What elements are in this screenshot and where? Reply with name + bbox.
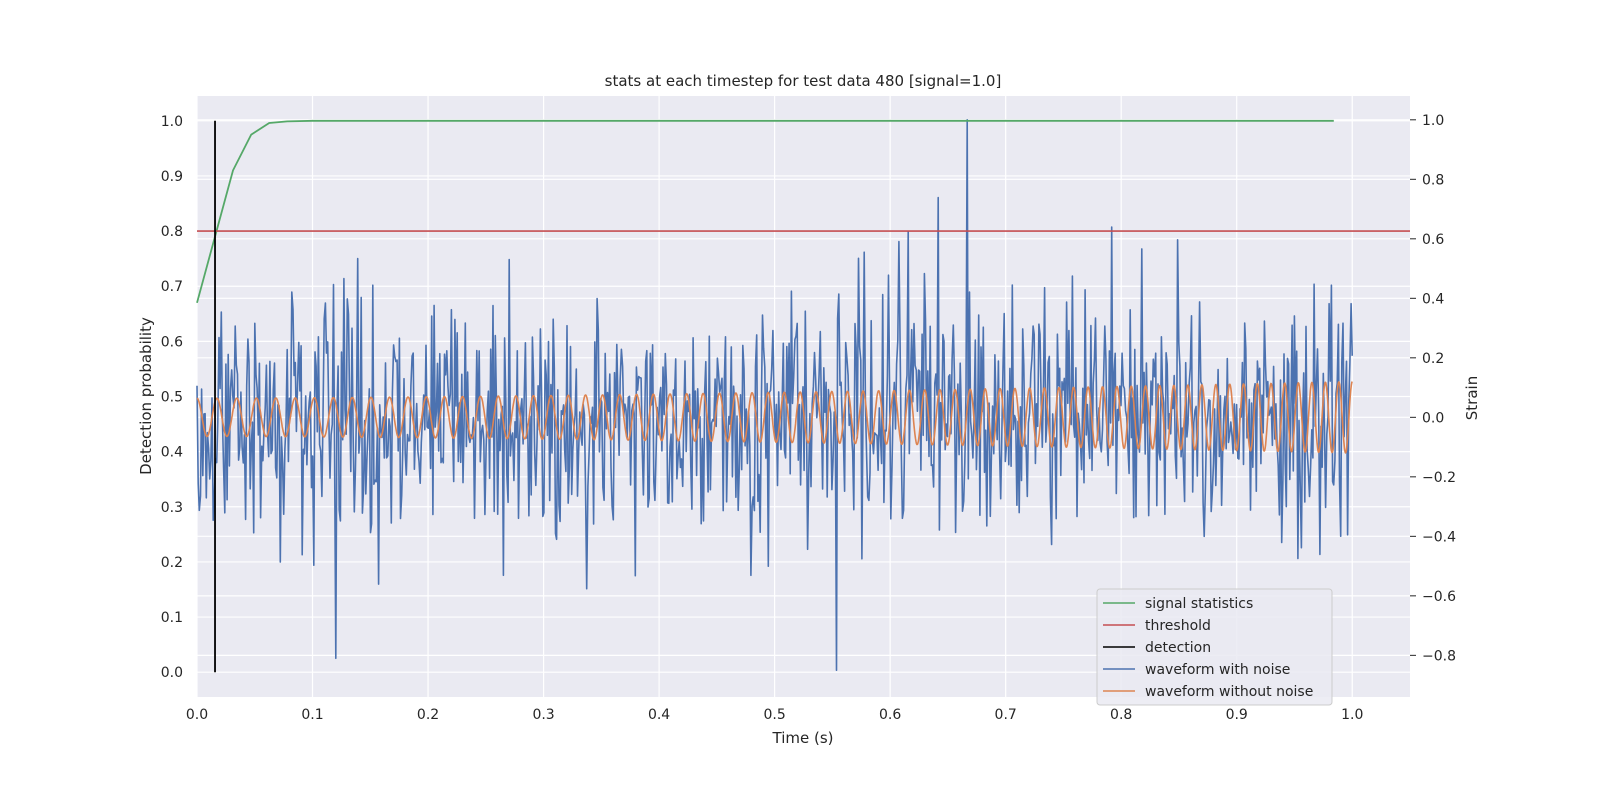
y-tick-label-0: 0.0 xyxy=(161,665,183,681)
y-tick-label-8: 0.8 xyxy=(161,224,183,240)
x-tick-label-8: 0.8 xyxy=(1110,707,1132,723)
y-tick-label-9: 0.9 xyxy=(161,169,183,185)
y-tick-label-5: 0.5 xyxy=(161,390,183,406)
y-tick-label-1: 0.1 xyxy=(161,610,183,626)
y-right-tick-label-9: 1.0 xyxy=(1422,113,1444,129)
y-tick-label-2: 0.2 xyxy=(161,555,183,571)
y-tick-label-7: 0.7 xyxy=(161,279,183,295)
x-tick-labels: 0.0 0.1 0.2 0.3 0.4 0.5 0.6 0.7 0.8 0.9 1.0 xyxy=(186,707,1364,723)
legend-label-waveform-with-noise: waveform with noise xyxy=(1145,662,1290,678)
y-right-tick-label-0: −0.8 xyxy=(1422,648,1456,664)
y-right-tick-label-5: 0.2 xyxy=(1422,351,1444,367)
x-tick-label-5: 0.5 xyxy=(763,707,785,723)
y-tick-labels: 0.0 0.1 0.2 0.3 0.4 0.5 0.6 0.7 0.8 0.9 1.0 xyxy=(161,114,183,681)
legend: signal statistics threshold detection wa… xyxy=(1096,588,1333,706)
x-tick-label-9: 0.9 xyxy=(1226,707,1248,723)
y-tick-label-4: 0.4 xyxy=(161,445,183,461)
series-signal-statistics xyxy=(196,119,1334,304)
legend-box xyxy=(1096,588,1333,706)
y-tick-label-6: 0.6 xyxy=(161,334,183,350)
legend-label-waveform-without-noise: waveform without noise xyxy=(1145,684,1313,700)
y-tick-label-10: 1.0 xyxy=(161,114,183,130)
legend-label-threshold: threshold xyxy=(1145,618,1211,634)
y-right-tick-label-7: 0.6 xyxy=(1422,232,1444,248)
y-right-tick-label-8: 0.8 xyxy=(1422,172,1444,188)
y-right-tick-label-1: −0.6 xyxy=(1422,589,1456,605)
y-axis-label: Detection probability xyxy=(137,317,155,475)
x-tick-label-7: 0.7 xyxy=(995,707,1017,723)
y-tick-label-3: 0.3 xyxy=(161,500,183,516)
legend-label-signal-statistics: signal statistics xyxy=(1145,596,1253,612)
series-waveform-without-noise xyxy=(196,381,1353,454)
x-tick-label-2: 0.2 xyxy=(417,707,439,723)
chart-title: stats at each timestep for test data 480… xyxy=(605,72,1002,90)
y-right-tick-label-2: −0.4 xyxy=(1422,529,1456,545)
x-tick-label-10: 1.0 xyxy=(1341,707,1363,723)
y-right-tick-label-6: 0.4 xyxy=(1422,291,1444,307)
series-waveform-with-noise xyxy=(196,119,1353,672)
x-tick-label-3: 0.3 xyxy=(532,707,554,723)
y-right-tick-label-3: −0.2 xyxy=(1422,470,1456,486)
x-tick-label-4: 0.4 xyxy=(648,707,670,723)
plot-content xyxy=(196,119,1410,673)
x-tick-label-0: 0.0 xyxy=(186,707,208,723)
y-right-tick-labels: −0.8 −0.6 −0.4 −0.2 0.0 0.2 0.4 0.6 0.8 1.0 xyxy=(1410,113,1456,664)
x-tick-label-6: 0.6 xyxy=(879,707,901,723)
y-right-tick-label-4: 0.0 xyxy=(1422,410,1444,426)
x-axis-label: Time (s) xyxy=(772,729,834,747)
legend-label-detection: detection xyxy=(1145,640,1211,656)
y-right-axis-label: Strain xyxy=(1463,376,1481,420)
x-tick-label-1: 0.1 xyxy=(301,707,323,723)
